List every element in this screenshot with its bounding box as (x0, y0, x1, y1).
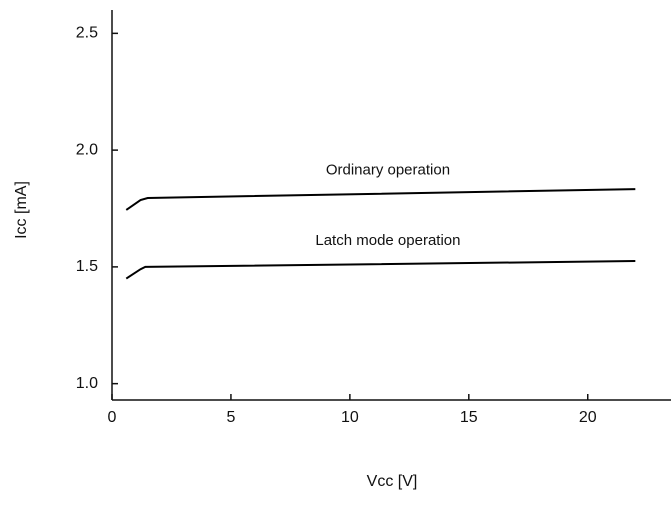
y-axis-label: Icc [mA] (13, 181, 30, 239)
y-tick-label: 1.0 (76, 375, 98, 392)
y-tick-label: 2.0 (76, 141, 98, 158)
x-tick-label: 10 (341, 409, 359, 426)
x-tick-label: 0 (108, 409, 117, 426)
line (125, 188, 636, 211)
x-tick-label: 5 (226, 409, 235, 426)
x-tick-label: 15 (460, 409, 478, 426)
y-tick-label: 1.5 (76, 258, 98, 275)
x-axis-label: Vcc [V] (367, 473, 418, 490)
series-label: Ordinary operation (326, 162, 450, 179)
series-label: Latch mode operation (315, 232, 460, 249)
x-tick-label: 20 (579, 409, 597, 426)
y-tick-label: 2.5 (76, 25, 98, 42)
line (125, 260, 636, 280)
